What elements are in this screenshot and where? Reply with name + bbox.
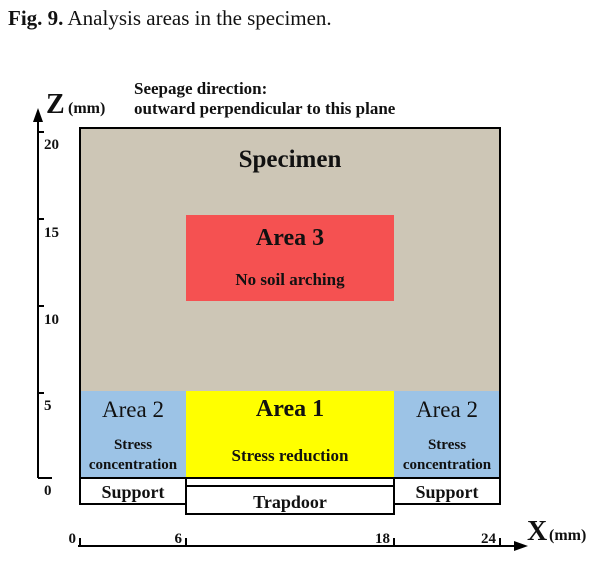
seepage-note-line2: outward perpendicular to this plane — [134, 99, 396, 118]
area1-title: Area 1 — [256, 396, 324, 422]
caption-text: Analysis areas in the specimen. — [67, 6, 332, 30]
z-tick-20: 20 — [44, 137, 59, 153]
area3-subtitle: No soil arching — [235, 270, 345, 289]
x-tick-24: 24 — [481, 531, 497, 547]
support-right-box — [393, 477, 501, 505]
area2-right-line1: Stress — [428, 437, 466, 453]
support-right-label: Support — [415, 482, 478, 502]
area2-left-line2: concentration — [89, 457, 178, 473]
area1-subtitle: Stress reduction — [232, 446, 350, 465]
area2-right-line2: concentration — [403, 457, 492, 473]
z-tick-15: 15 — [44, 225, 59, 241]
area2-right-title: Area 2 — [416, 397, 478, 422]
area3-box — [186, 215, 394, 301]
specimen-label: Specimen — [239, 146, 342, 173]
x-tick-6: 6 — [175, 531, 183, 547]
area3-title: Area 3 — [256, 225, 324, 251]
x-tick-0: 0 — [69, 531, 77, 547]
figure-caption: Fig. 9. Analysis areas in the specimen. — [8, 6, 332, 31]
z-axis-unit: (mm) — [68, 100, 105, 117]
trapdoor-box — [185, 485, 395, 515]
z-tick-10: 10 — [44, 312, 59, 328]
x-axis-arrowhead — [514, 541, 528, 551]
area2-left-title: Area 2 — [102, 397, 164, 422]
trapdoor-label: Trapdoor — [253, 492, 327, 512]
seepage-note-line1: Seepage direction: — [134, 79, 267, 98]
z-axis-arrowhead — [33, 108, 43, 122]
caption-label: Fig. 9. — [8, 6, 64, 30]
x-axis-unit: (mm) — [549, 527, 586, 544]
area1-box — [186, 391, 394, 478]
area2-left-box — [80, 391, 186, 478]
specimen-border — [79, 127, 501, 479]
area2-left-line1: Stress — [114, 437, 152, 453]
area2-right-box — [394, 391, 500, 478]
z-tick-0: 0 — [44, 483, 52, 499]
z-tick-5: 5 — [44, 398, 52, 414]
z-axis-label: Z — [46, 89, 65, 120]
support-left-box — [79, 477, 187, 505]
x-tick-18: 18 — [375, 531, 390, 547]
support-left-label: Support — [101, 482, 164, 502]
x-axis-label: X — [527, 516, 547, 547]
